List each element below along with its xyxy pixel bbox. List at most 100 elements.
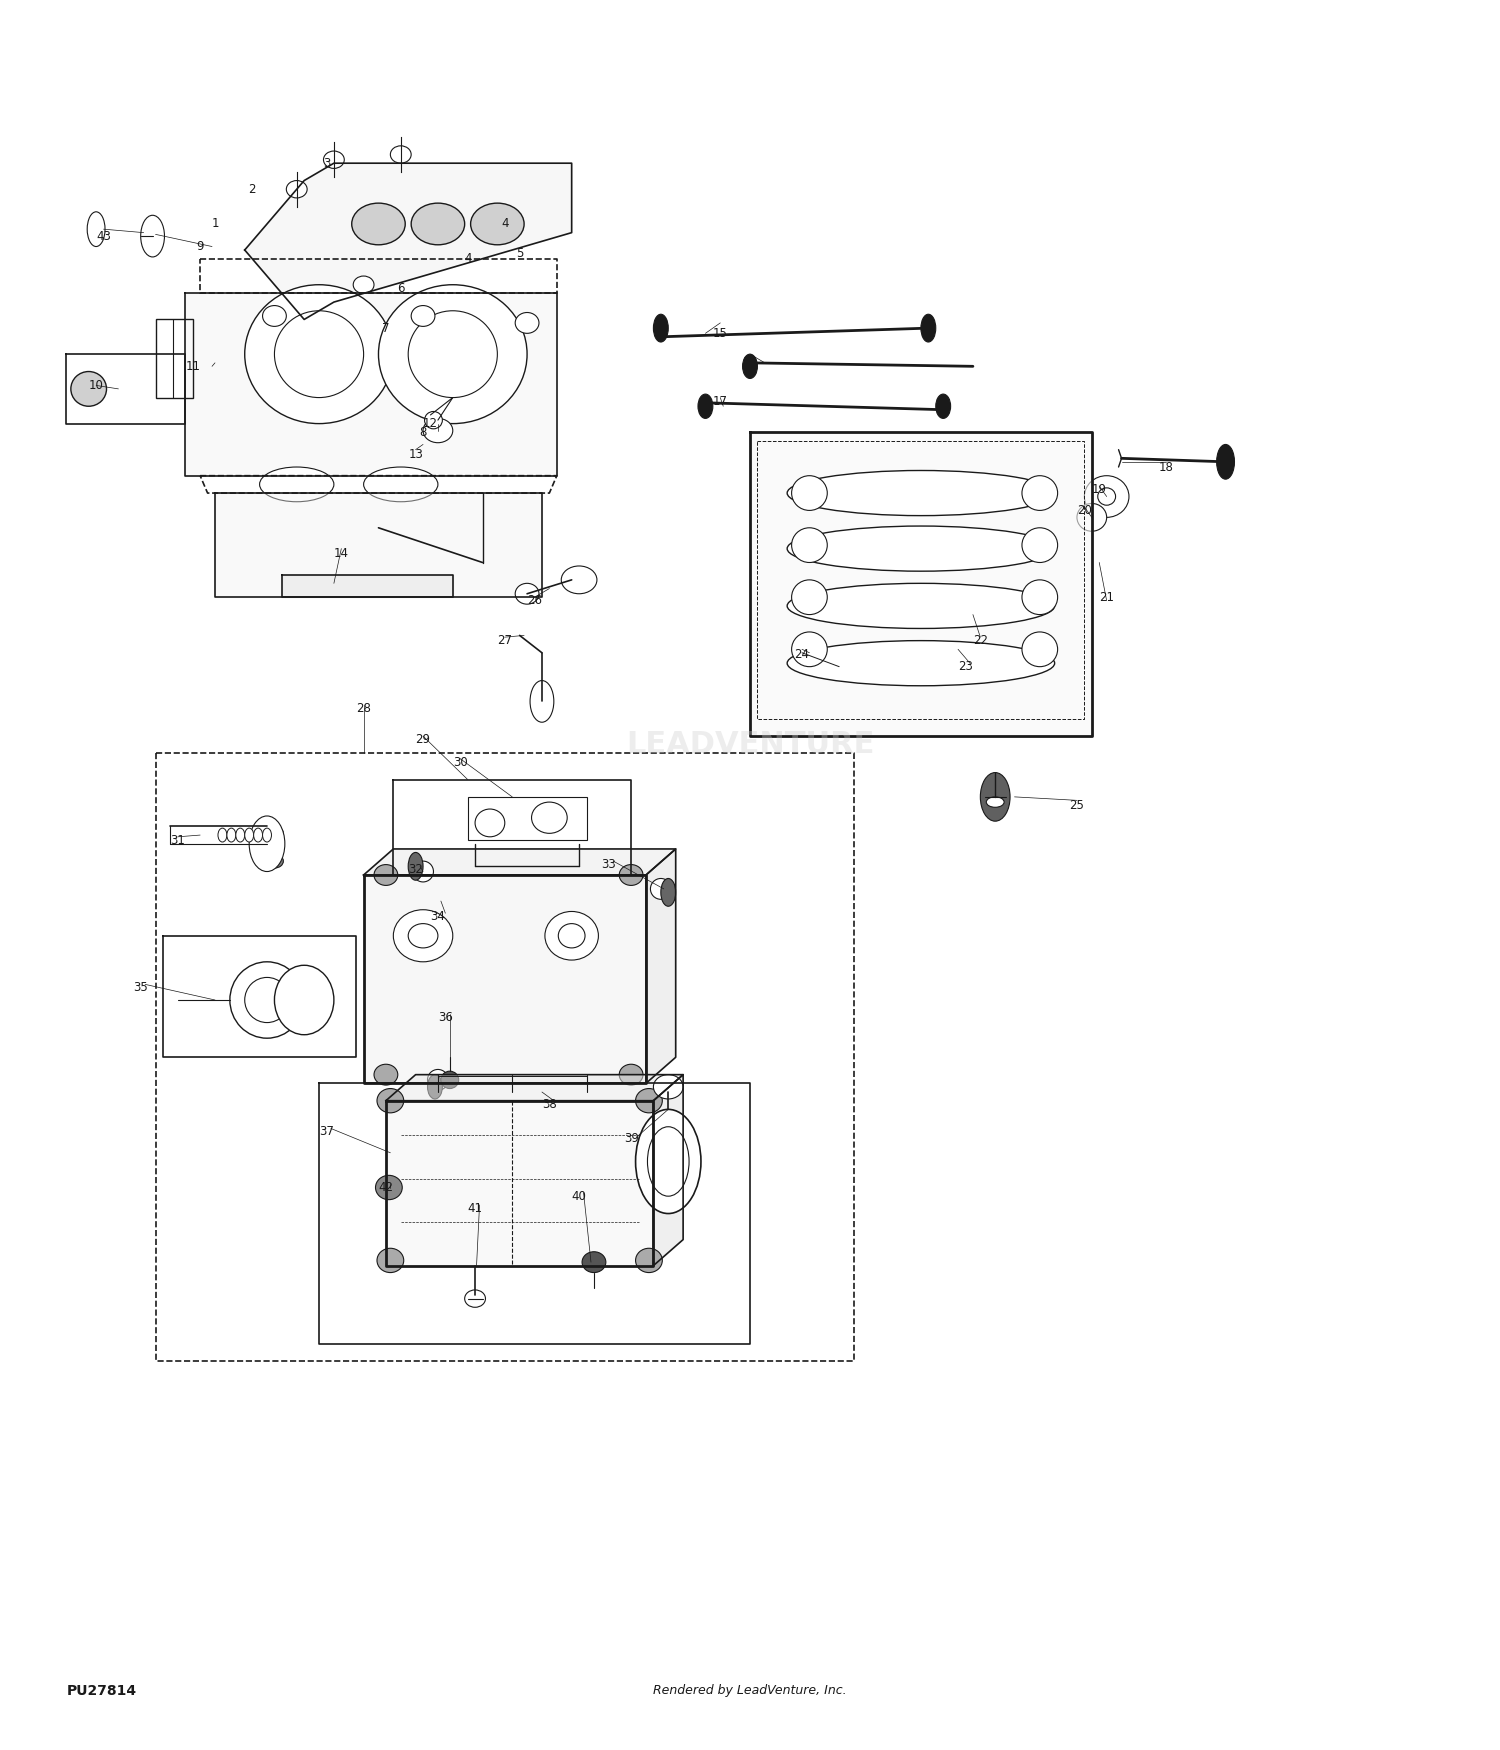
Text: 1: 1 [211,217,219,231]
Ellipse shape [558,924,585,948]
Ellipse shape [544,912,598,961]
Text: 15: 15 [712,327,728,340]
Ellipse shape [936,394,951,418]
Ellipse shape [742,354,758,378]
Text: 17: 17 [712,394,728,408]
Text: 12: 12 [423,416,438,430]
Text: 14: 14 [334,548,350,560]
Polygon shape [750,432,1092,737]
Text: 30: 30 [453,756,468,768]
Ellipse shape [792,579,828,614]
Ellipse shape [620,864,644,886]
Ellipse shape [792,476,828,511]
Ellipse shape [408,924,438,948]
Ellipse shape [636,1088,663,1113]
Ellipse shape [1022,528,1058,562]
Ellipse shape [324,150,345,168]
Ellipse shape [411,306,435,327]
Ellipse shape [620,1064,644,1085]
Ellipse shape [792,632,828,667]
Polygon shape [244,163,572,320]
Text: LEADVENTURE: LEADVENTURE [626,730,874,760]
Text: 35: 35 [134,982,148,994]
Ellipse shape [788,471,1054,516]
Bar [468,796,586,840]
Text: 6: 6 [398,282,405,294]
Ellipse shape [262,306,286,327]
Ellipse shape [476,808,506,836]
Ellipse shape [698,394,712,418]
Text: 27: 27 [498,634,513,648]
Text: 10: 10 [88,380,104,392]
Ellipse shape [1022,632,1058,667]
Ellipse shape [1022,476,1058,511]
Ellipse shape [1098,488,1116,506]
Ellipse shape [411,203,465,245]
Text: 13: 13 [408,448,423,462]
Ellipse shape [408,852,423,880]
Ellipse shape [393,910,453,962]
Text: 5: 5 [516,247,524,261]
Ellipse shape [651,878,670,900]
Ellipse shape [70,371,106,406]
Ellipse shape [921,315,936,341]
Text: 19: 19 [1092,483,1107,495]
Text: 26: 26 [526,595,542,607]
Text: 8: 8 [420,425,426,439]
Text: 11: 11 [184,360,200,373]
Polygon shape [363,875,646,1083]
Ellipse shape [427,1074,442,1099]
Ellipse shape [648,1127,688,1197]
Ellipse shape [788,527,1054,570]
Ellipse shape [423,418,453,443]
Ellipse shape [378,285,526,424]
Text: 41: 41 [468,1202,483,1214]
Bar [156,320,192,397]
Ellipse shape [254,828,262,842]
Ellipse shape [286,180,308,198]
Polygon shape [186,294,556,476]
Ellipse shape [274,312,363,397]
Ellipse shape [408,312,498,397]
Text: 2: 2 [249,182,256,196]
Polygon shape [282,574,453,597]
Text: 7: 7 [382,322,390,334]
Text: 40: 40 [572,1190,586,1202]
Ellipse shape [987,796,1004,807]
Polygon shape [386,1101,654,1265]
Ellipse shape [376,1088,404,1113]
Ellipse shape [662,878,675,906]
Ellipse shape [788,640,1054,686]
Text: 32: 32 [408,863,423,877]
Polygon shape [214,493,542,597]
Ellipse shape [274,966,334,1034]
Text: 24: 24 [795,648,810,662]
Text: 4: 4 [464,252,471,266]
Ellipse shape [636,1110,700,1213]
Ellipse shape [266,826,284,840]
Text: 20: 20 [1077,504,1092,516]
Ellipse shape [260,467,334,502]
Text: 34: 34 [430,910,445,924]
Ellipse shape [217,828,226,842]
Ellipse shape [465,1290,486,1307]
Ellipse shape [262,828,272,842]
Ellipse shape [530,681,554,723]
Polygon shape [386,1074,682,1101]
Polygon shape [363,849,675,875]
Ellipse shape [514,313,538,332]
Ellipse shape [363,467,438,502]
Text: 31: 31 [171,833,186,847]
Ellipse shape [390,145,411,163]
Ellipse shape [230,963,304,1038]
Text: 21: 21 [1100,592,1114,604]
Ellipse shape [788,583,1054,628]
Ellipse shape [636,1248,663,1272]
Ellipse shape [582,1251,606,1272]
Ellipse shape [561,565,597,593]
Ellipse shape [374,1064,398,1085]
Text: 4: 4 [501,217,509,231]
Ellipse shape [792,528,828,562]
Ellipse shape [654,1074,682,1099]
Text: PU27814: PU27814 [66,1684,136,1698]
